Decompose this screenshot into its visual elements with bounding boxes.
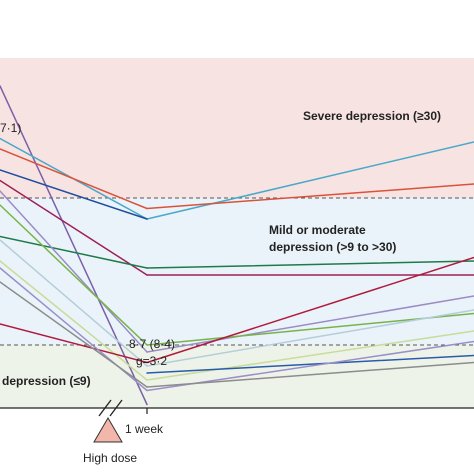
zone-label-minimal: depression (≤9) xyxy=(2,374,91,388)
zone-moderate xyxy=(0,198,474,345)
series-line-1-seg-1 xyxy=(0,85,148,406)
annotation-effect-size: g=3·2 xyxy=(136,354,167,368)
annotation-mean-week: 8·7 (8·4) xyxy=(129,337,175,351)
zone-label-severe: Severe depression (≥30) xyxy=(303,109,441,123)
series-line-9-seg-1 xyxy=(0,239,148,367)
annotation-top-left: 7·1) xyxy=(0,121,21,135)
series-line-11-seg-1 xyxy=(0,323,148,364)
series-lines xyxy=(0,85,474,406)
series-line-5-seg-1 xyxy=(0,179,148,276)
series-line-8-seg-1 xyxy=(0,204,148,346)
series-line-10-seg-2 xyxy=(146,330,474,381)
series-line-6-seg-2 xyxy=(146,260,474,269)
zone-label-moderate-2: depression (>9 to >30) xyxy=(269,240,396,254)
series-line-4-seg-1 xyxy=(0,169,148,220)
series-line-14-seg-1 xyxy=(0,281,148,388)
series-line-2-seg-2 xyxy=(146,141,474,220)
series-line-12-seg-2 xyxy=(146,354,474,374)
series-line-7-seg-2 xyxy=(146,295,474,353)
zone-label-moderate-1: Mild or moderate xyxy=(269,223,366,237)
high-dose-marker xyxy=(93,417,123,443)
axis-break-2 xyxy=(109,399,123,417)
series-line-3-seg-1 xyxy=(0,148,148,210)
series-line-11-seg-2 xyxy=(146,256,474,364)
severity-zones xyxy=(0,58,474,408)
x-tick-label-1-week: 1 week xyxy=(125,422,164,436)
series-line-14-seg-2 xyxy=(146,361,474,388)
zone-severe xyxy=(0,58,474,198)
series-line-9-seg-2 xyxy=(146,309,474,367)
series-line-6-seg-1 xyxy=(0,235,148,269)
series-line-10-seg-1 xyxy=(0,260,148,381)
series-line-3-seg-2 xyxy=(146,183,474,210)
axis-break-1 xyxy=(98,399,112,417)
series-line-7-seg-1 xyxy=(0,190,148,353)
high-dose-label: High dose xyxy=(83,451,137,465)
